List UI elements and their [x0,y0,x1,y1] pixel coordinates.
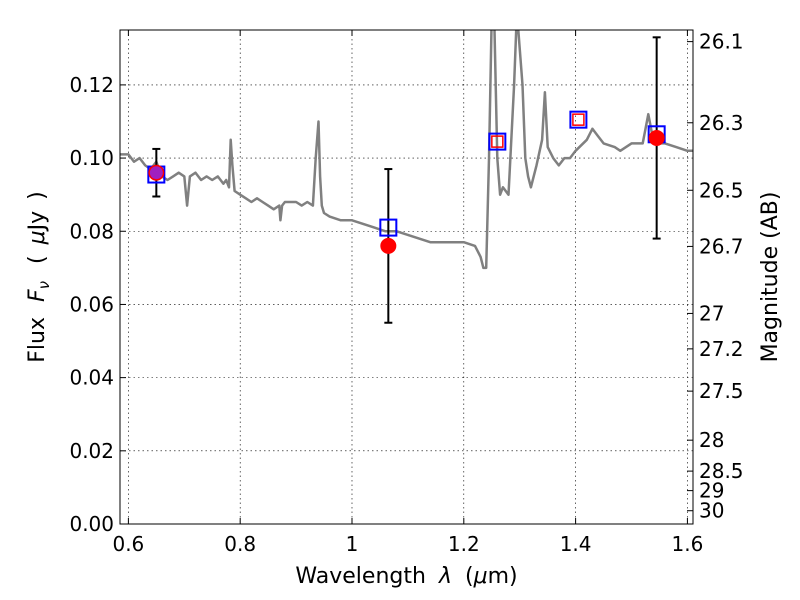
y2-tick-label: 26.7 [699,234,744,258]
y2-tick-label: 28.5 [699,459,744,483]
y-tick-label: 0.10 [69,146,114,170]
axis-ticks: 0.6 0.8 1 1.2 1.4 1.6 0.00 0.02 0.04 0.06 0.08 0.10… [69,30,743,556]
grid-lines [120,30,693,524]
right-axis-label: Magnitude (AB) [758,192,783,363]
y2-tick-label: 29 [699,479,724,503]
y2-tick-label: 28 [699,428,724,452]
predicted-flux-square [491,135,504,148]
x-tick-label: 1.2 [448,532,480,556]
y-tick-label: 0.06 [69,292,114,316]
y2-tick-label: 30 [699,499,724,523]
x-axis-label: Wavelength λ (μm) [295,564,517,589]
x-tick-label: 0.6 [112,532,144,556]
y-tick-label: 0.04 [69,366,114,390]
plot-content [120,30,693,324]
y2-tick-label: 26.3 [699,111,744,135]
y-tick-label: 0.02 [69,439,114,463]
x-tick-label: 1 [346,532,359,556]
y2-tick-label: 27.5 [699,379,744,403]
model-photometry-square [488,132,507,151]
model-photometry-square [569,110,588,129]
y2-tick-label: 27.2 [699,337,744,361]
model-photometry-square [379,218,398,237]
observed-flux-point [380,237,397,254]
y2-tick-label: 26.5 [699,178,744,202]
y-tick-label: 0.00 [69,512,114,536]
predicted-flux-square [572,113,585,126]
y2-tick-label: 27 [699,301,724,325]
x-tick-label: 0.8 [224,532,256,556]
observed-flux-point-overlap [149,166,163,180]
x-tick-label: 1.6 [672,532,704,556]
y2-tick-label: 26.1 [699,30,744,54]
model-spectrum-line [120,30,693,270]
y-axis-label: Flux Fν ( μJy ) [25,191,55,362]
x-tick-label: 1.4 [560,532,592,556]
observed-flux-point [648,129,665,146]
y-tick-label: 0.08 [69,219,114,243]
plot-frame [119,29,694,525]
y-tick-label: 0.12 [69,73,114,97]
